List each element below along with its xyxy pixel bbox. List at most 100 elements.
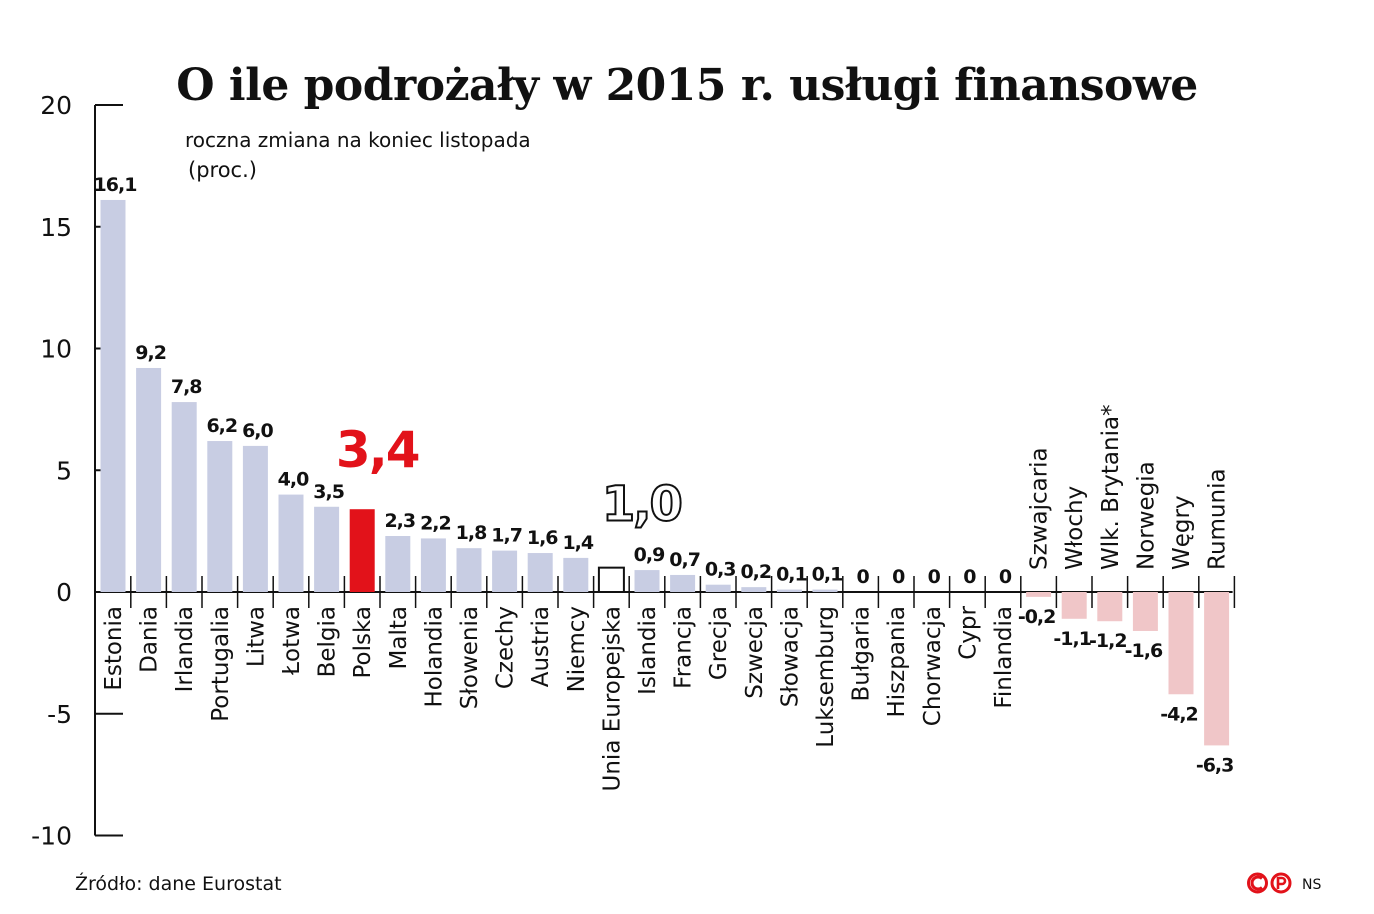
bar-malta: [385, 535, 411, 592]
category-label: Malta: [386, 606, 412, 669]
bar-belgia: [314, 506, 340, 592]
category-label: Norwegia: [1133, 461, 1159, 570]
y-tick-label: 20: [40, 91, 72, 120]
category-label: Niemcy: [564, 606, 590, 692]
category-label: Cypr: [955, 605, 981, 659]
value-label: 1,0: [602, 477, 682, 533]
value-label: 1,7: [491, 525, 522, 547]
y-tick-label: 5: [56, 456, 72, 485]
bar-czechy: [492, 550, 518, 592]
bar-austria: [527, 553, 553, 592]
value-label: 0: [999, 566, 1012, 588]
y-tick-label: -5: [47, 700, 72, 729]
bar-luksemburg: [812, 589, 838, 592]
category-label: Austria: [528, 606, 554, 687]
author-initials: NS: [1302, 877, 1322, 893]
bar-irlandia: [171, 402, 197, 592]
value-label: 2,3: [384, 510, 415, 532]
category-label: Dania: [137, 606, 163, 673]
bar-polska: [349, 509, 375, 592]
category-label: Polska: [350, 606, 376, 679]
category-label: Wlk. Brytania*: [1098, 404, 1124, 570]
source-note: Źródło: dane Eurostat: [75, 873, 282, 895]
bar-islandia: [634, 570, 660, 592]
category-label: Unia Europejska: [599, 606, 625, 791]
bar-unia-europejska: [597, 566, 625, 594]
category-label: Łotwa: [279, 606, 305, 676]
value-label: 0,7: [669, 549, 700, 571]
category-label: Bułgaria: [849, 606, 875, 702]
bar-holandia: [420, 538, 446, 592]
value-label: 0,1: [812, 564, 843, 586]
bar-słowacja: [776, 589, 802, 592]
value-label: 3,4: [336, 421, 419, 479]
bar-łotwa: [278, 494, 304, 592]
category-label: Włochy: [1062, 486, 1088, 570]
category-label: Irlandia: [172, 606, 198, 692]
value-label: -6,3: [1196, 754, 1234, 776]
bar-szwajcaria: [1026, 592, 1052, 597]
category-label: Belgia: [315, 606, 341, 677]
value-label: 0,1: [776, 564, 807, 586]
value-label: 0: [856, 566, 869, 588]
category-label: Islandia: [635, 606, 661, 695]
value-label: 6,2: [206, 415, 237, 437]
value-label: -1,6: [1125, 640, 1163, 662]
category-label: Estonia: [101, 606, 127, 691]
value-label: -1,2: [1089, 630, 1127, 652]
value-label: 2,2: [420, 512, 451, 534]
category-label: Portugalia: [208, 606, 234, 722]
category-label: Czechy: [493, 606, 519, 689]
y-tick-label: 0: [56, 578, 72, 607]
bar-estonia: [100, 199, 126, 592]
value-label: 1,8: [456, 522, 487, 544]
y-tick-label: -10: [31, 822, 72, 851]
value-label: -4,2: [1160, 703, 1198, 725]
category-label: Hiszpania: [884, 606, 910, 718]
value-label: 1,4: [562, 532, 593, 554]
category-label: Holandia: [421, 606, 447, 708]
bar-wlk-brytania-: [1097, 592, 1123, 622]
bar-włochy: [1061, 592, 1087, 619]
bar-grecja: [705, 584, 731, 592]
category-label: Francja: [671, 606, 697, 689]
bar-rumunia: [1204, 592, 1230, 746]
value-label: 6,0: [242, 420, 273, 442]
value-label: 4,0: [278, 469, 309, 491]
category-label: Szwecja: [742, 606, 768, 699]
value-label: 0: [963, 566, 976, 588]
category-label: Słowenia: [457, 606, 483, 709]
bar-litwa: [242, 445, 268, 592]
value-label: -1,1: [1053, 628, 1091, 650]
y-tick-label: 15: [40, 213, 72, 242]
value-label: 3,5: [313, 481, 344, 503]
category-label: Litwa: [243, 606, 269, 667]
category-label: Chorwacja: [920, 606, 946, 726]
category-label: Grecja: [706, 606, 732, 680]
chart-title: O ile podrożały w 2015 r. usługi finanso…: [176, 60, 1198, 111]
value-label: 0: [892, 566, 905, 588]
value-label: 16,1: [94, 174, 137, 196]
value-label: -0,2: [1018, 606, 1056, 628]
bar-niemcy: [563, 557, 589, 592]
value-label: 0,3: [705, 559, 736, 581]
category-label: Finlandia: [991, 606, 1017, 709]
category-label: Rumunia: [1205, 468, 1231, 570]
bar-norwegia: [1132, 592, 1158, 631]
value-label: 7,8: [171, 376, 202, 398]
chart-subtitle: roczna zmiana na koniec listopada: [185, 128, 531, 152]
value-label: 1,6: [527, 527, 558, 549]
value-label: 9,2: [135, 342, 166, 364]
bar-szwecja: [741, 587, 767, 592]
publisher-logo-icon: [1247, 872, 1292, 894]
bar-słowenia: [456, 548, 482, 592]
y-tick-label: 10: [40, 335, 72, 364]
bar-portugalia: [207, 441, 233, 592]
bar-dania: [136, 367, 162, 592]
category-label: Luksemburg: [813, 606, 839, 748]
category-label: Węgry: [1169, 495, 1195, 570]
value-label: 0: [928, 566, 941, 588]
value-label: 0,9: [634, 544, 665, 566]
